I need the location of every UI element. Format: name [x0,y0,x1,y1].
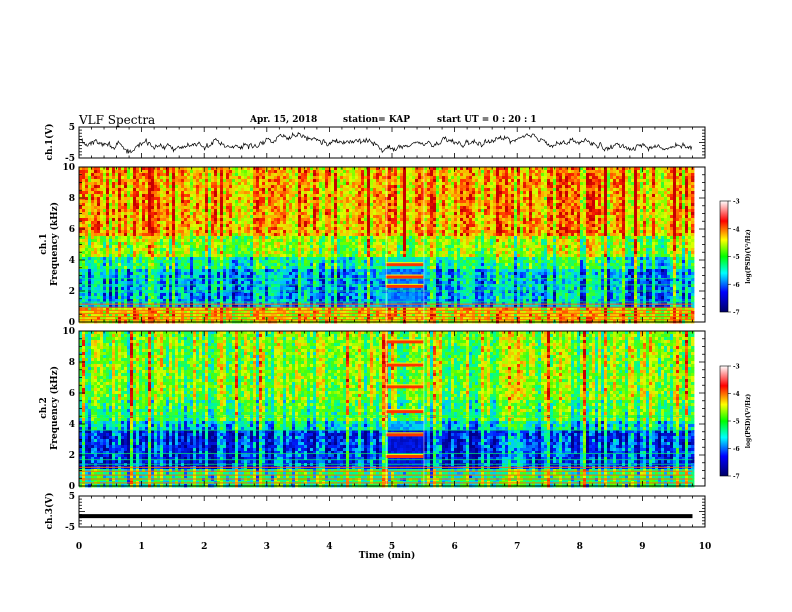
ytick-label-p2-1: 2 [69,287,75,297]
colorbar-tick-2-0: -3 [733,364,740,371]
colorbar-tick-2-4: -7 [733,474,740,481]
colorbar-tick-1-4: -7 [733,310,740,317]
colorbar-tick-1-2: -5 [733,254,740,261]
colorbar-tick-1-0: -3 [733,199,740,206]
xtick-label-9: 9 [639,542,645,552]
ylabel-ch1-waveform: ch.1(V) [44,124,55,161]
xtick-label-6: 6 [451,542,457,552]
ytick-label-p3-4: 8 [69,358,75,368]
colorbar-label-1: log(PSD)(V²/Hz) [745,229,752,284]
ytick-label-p3-2: 4 [69,420,75,430]
station-label: station= KAP [343,115,410,125]
colorbar-tick-2-3: -6 [733,446,740,453]
x-axis-label: Time (min) [359,550,416,561]
ytick-label-p2-2: 4 [69,256,75,266]
ytick-label-p4-0: 5 [69,492,75,502]
ytick-label-p4-1: -5 [65,523,75,533]
ytick-label-p2-0: 0 [69,318,75,328]
colorbar-tick-1-3: -6 [733,282,740,289]
chart-title: VLF Spectra [79,113,155,127]
ylabel-ch1-spectrogram: ch.1Frequency (kHz) [39,202,60,286]
ylabel-ch3-waveform: ch.3(V) [44,493,55,530]
xtick-label-0: 0 [76,542,82,552]
ytick-label-p3-3: 6 [69,389,75,399]
colorbar-2 [719,365,729,477]
xtick-label-4: 4 [326,542,332,552]
ytick-label-p3-0: 0 [69,482,75,492]
xtick-label-10: 10 [699,542,712,552]
start-time-label: start UT = 0 : 20 : 1 [437,115,537,125]
date-label: Apr. 15, 2018 [250,115,317,125]
ylabel-ch2-spectrogram: ch.2Frequency (kHz) [39,366,60,450]
ytick-label-p1-1: -5 [65,154,75,164]
ytick-label-p3-1: 2 [69,451,75,461]
xtick-label-7: 7 [514,542,520,552]
xtick-label-2: 2 [201,542,207,552]
colorbar-1 [719,200,729,313]
xtick-label-1: 1 [138,542,144,552]
ch1-waveform-line [78,131,693,154]
ytick-label-p1-0: 5 [69,123,75,133]
colorbar-tick-1-1: -4 [733,226,740,233]
colorbar-tick-2-2: -5 [733,419,740,426]
xtick-label-8: 8 [577,542,583,552]
xtick-label-5: 5 [389,542,395,552]
ytick-label-p2-4: 8 [69,194,75,204]
xtick-label-3: 3 [264,542,270,552]
ytick-label-p2-5: 10 [62,163,75,173]
colorbar-label-2: log(PSD)(V²/Hz) [745,394,752,449]
ytick-label-p3-5: 10 [62,327,75,337]
ytick-label-p2-3: 6 [69,225,75,235]
colorbar-tick-2-1: -4 [733,391,740,398]
